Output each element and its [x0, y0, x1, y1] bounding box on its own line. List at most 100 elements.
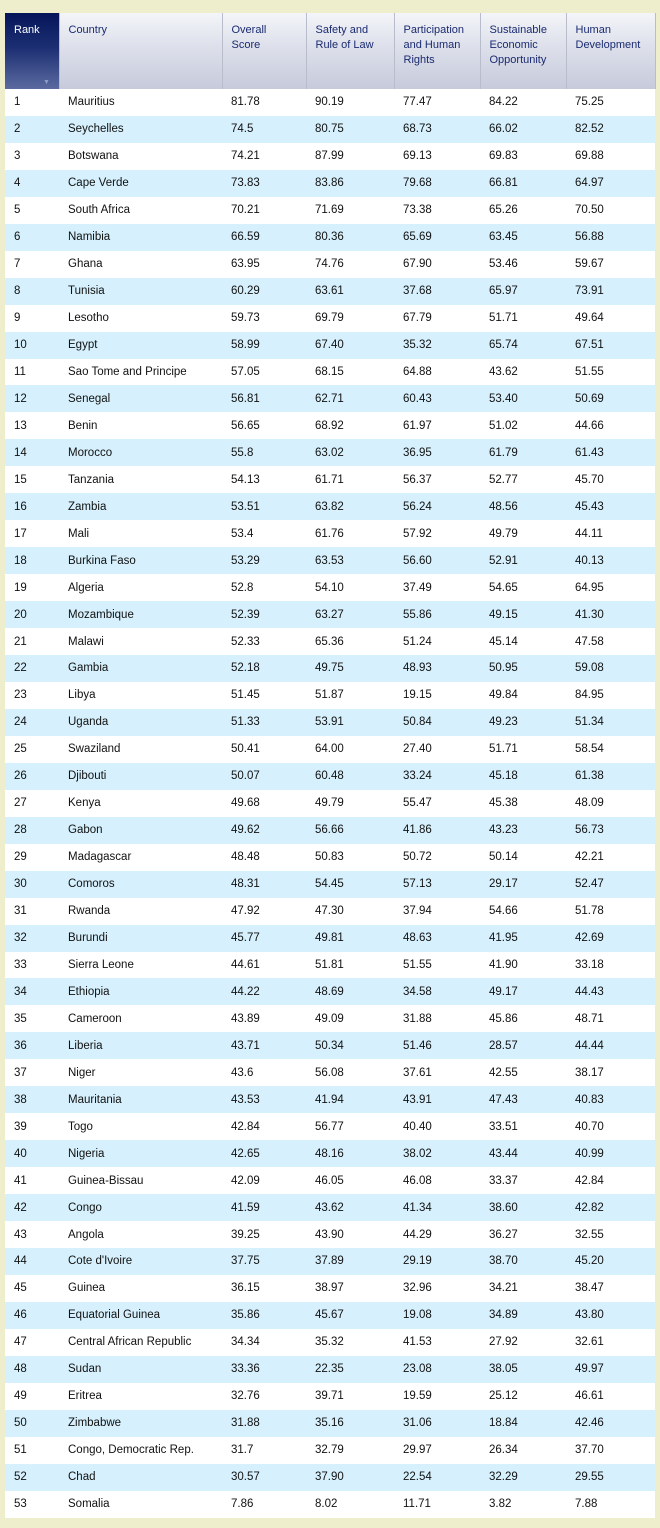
cell-overall-score: 45.77: [222, 924, 306, 952]
cell-participation-score: 35.32: [394, 331, 480, 359]
cell-economic-score: 66.02: [480, 115, 566, 143]
cell-rank: 14: [5, 439, 59, 467]
cell-safety-score: 83.86: [306, 169, 394, 197]
cell-rank: 19: [5, 574, 59, 602]
cell-overall-score: 50.07: [222, 762, 306, 790]
cell-human-development-score: 51.55: [566, 358, 655, 386]
cell-country: Algeria: [59, 574, 222, 602]
cell-economic-score: 49.84: [480, 681, 566, 709]
cell-overall-score: 66.59: [222, 223, 306, 251]
column-header-safety[interactable]: Safety and Rule of Law: [306, 13, 395, 89]
cell-participation-score: 60.43: [394, 385, 480, 413]
cell-safety-score: 51.81: [306, 951, 394, 979]
column-header-rank[interactable]: Rank: [5, 13, 60, 89]
cell-economic-score: 49.17: [480, 978, 566, 1006]
table-row: 34 Ethiopia 44.22 48.69 34.58 49.17 44.43: [5, 978, 655, 1006]
cell-participation-score: 57.92: [394, 520, 480, 548]
cell-participation-score: 22.54: [394, 1463, 480, 1491]
cell-rank: 17: [5, 520, 59, 548]
table-row: 48 Sudan 33.36 22.35 23.08 38.05 49.97: [5, 1355, 655, 1383]
cell-economic-score: 34.89: [480, 1301, 566, 1329]
cell-overall-score: 50.41: [222, 735, 306, 763]
table-row: 6 Namibia 66.59 80.36 65.69 63.45 56.88: [5, 223, 655, 251]
cell-participation-score: 56.24: [394, 493, 480, 521]
cell-participation-score: 48.93: [394, 655, 480, 682]
cell-participation-score: 27.40: [394, 735, 480, 763]
cell-safety-score: 39.71: [306, 1382, 394, 1410]
header-label: Human Development: [575, 24, 641, 51]
cell-rank: 26: [5, 762, 59, 790]
cell-participation-score: 23.08: [394, 1355, 480, 1383]
table-row: 1 Mauritius 81.78 90.19 77.47 84.22 75.25: [5, 89, 655, 116]
cell-country: Swaziland: [59, 735, 222, 763]
cell-rank: 38: [5, 1086, 59, 1114]
column-header-overall[interactable]: Overall Score: [222, 13, 307, 89]
cell-participation-score: 56.60: [394, 547, 480, 575]
cell-human-development-score: 32.55: [566, 1221, 655, 1248]
cell-rank: 28: [5, 816, 59, 844]
cell-rank: 39: [5, 1113, 59, 1141]
cell-human-development-score: 73.91: [566, 277, 655, 305]
cell-overall-score: 74.5: [222, 115, 306, 143]
cell-safety-score: 68.92: [306, 412, 394, 440]
cell-safety-score: 65.36: [306, 628, 394, 656]
cell-safety-score: 32.79: [306, 1436, 394, 1464]
table-row: 11 Sao Tome and Principe 57.05 68.15 64.88 43…: [5, 358, 655, 386]
cell-country: Djibouti: [59, 762, 222, 790]
column-header-participation[interactable]: Participation and Human Rights: [394, 13, 481, 89]
cell-safety-score: 63.27: [306, 601, 394, 629]
cell-participation-score: 19.08: [394, 1301, 480, 1329]
cell-country: Niger: [59, 1059, 222, 1087]
cell-economic-score: 61.79: [480, 439, 566, 467]
cell-overall-score: 51.33: [222, 708, 306, 736]
cell-overall-score: 42.65: [222, 1140, 306, 1168]
cell-economic-score: 63.45: [480, 223, 566, 251]
cell-rank: 32: [5, 924, 59, 952]
cell-participation-score: 11.71: [394, 1490, 480, 1518]
cell-rank: 36: [5, 1032, 59, 1060]
cell-country: Equatorial Guinea: [59, 1301, 222, 1329]
cell-human-development-score: 42.84: [566, 1167, 655, 1195]
cell-safety-score: 63.02: [306, 439, 394, 467]
cell-economic-score: 65.97: [480, 277, 566, 305]
column-header-country[interactable]: Country: [59, 13, 223, 89]
cell-rank: 25: [5, 735, 59, 763]
cell-economic-score: 66.81: [480, 169, 566, 197]
cell-human-development-score: 44.66: [566, 412, 655, 440]
cell-country: Burundi: [59, 924, 222, 952]
sort-chevron-down-icon[interactable]: ▼: [43, 79, 50, 86]
cell-human-development-score: 64.97: [566, 169, 655, 197]
cell-participation-score: 51.24: [394, 628, 480, 656]
cell-overall-score: 58.99: [222, 331, 306, 359]
cell-rank: 15: [5, 466, 59, 494]
table-row: 47 Central African Republic 34.34 35.32 41.5…: [5, 1328, 655, 1356]
cell-country: Sierra Leone: [59, 951, 222, 979]
column-header-human-development[interactable]: Human Development: [566, 13, 656, 89]
cell-human-development-score: 40.70: [566, 1113, 655, 1141]
cell-safety-score: 46.05: [306, 1167, 394, 1195]
cell-rank: 24: [5, 708, 59, 736]
cell-human-development-score: 41.30: [566, 601, 655, 629]
cell-participation-score: 51.55: [394, 951, 480, 979]
header-label: Participation and Human Rights: [403, 24, 465, 66]
table-row: 23 Libya 51.45 51.87 19.15 49.84 84.95: [5, 681, 655, 709]
cell-overall-score: 63.95: [222, 250, 306, 278]
cell-human-development-score: 51.78: [566, 897, 655, 925]
cell-economic-score: 45.38: [480, 789, 566, 817]
cell-safety-score: 80.36: [306, 223, 394, 251]
cell-economic-score: 32.29: [480, 1463, 566, 1491]
table-row: 49 Eritrea 32.76 39.71 19.59 25.12 46.61: [5, 1382, 655, 1410]
cell-rank: 13: [5, 412, 59, 440]
cell-rank: 21: [5, 628, 59, 656]
cell-rank: 52: [5, 1463, 59, 1491]
cell-safety-score: 49.09: [306, 1005, 394, 1033]
cell-economic-score: 38.05: [480, 1355, 566, 1383]
cell-overall-score: 34.34: [222, 1328, 306, 1356]
cell-country: Kenya: [59, 789, 222, 817]
cell-overall-score: 48.31: [222, 870, 306, 898]
cell-country: Angola: [59, 1221, 222, 1248]
column-header-economic[interactable]: Sustainable Economic Opportunity: [480, 13, 567, 89]
cell-overall-score: 52.18: [222, 655, 306, 682]
cell-participation-score: 51.46: [394, 1032, 480, 1060]
cell-economic-score: 41.90: [480, 951, 566, 979]
